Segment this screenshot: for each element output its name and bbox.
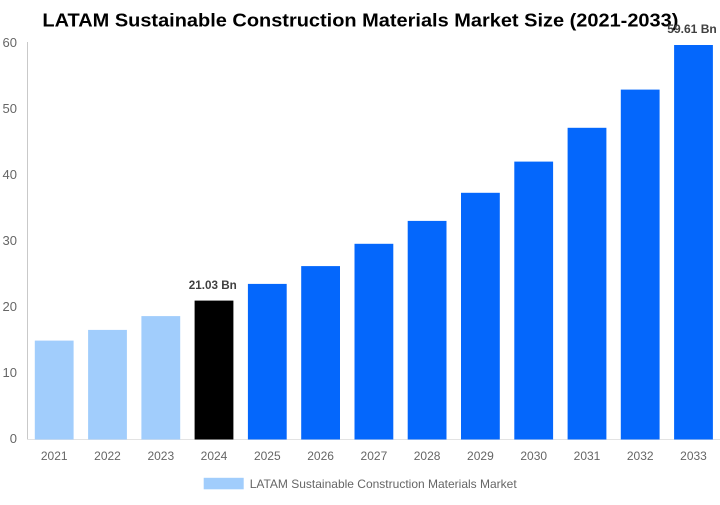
svg-text:10: 10 — [3, 365, 17, 380]
svg-text:21.03 Bn: 21.03 Bn — [189, 280, 237, 292]
svg-text:2026: 2026 — [307, 449, 334, 463]
svg-text:LATAM Sustainable Construction: LATAM Sustainable Construction Materials… — [42, 11, 678, 31]
svg-text:2023: 2023 — [147, 449, 174, 463]
svg-text:2031: 2031 — [574, 449, 601, 463]
svg-text:2024: 2024 — [201, 449, 228, 463]
svg-text:2022: 2022 — [94, 449, 121, 463]
svg-text:2033: 2033 — [680, 449, 707, 463]
svg-text:60: 60 — [3, 35, 17, 50]
svg-text:2027: 2027 — [361, 449, 388, 463]
svg-text:30: 30 — [3, 233, 17, 248]
svg-text:59.61 Bn: 59.61 Bn — [667, 24, 717, 36]
svg-text:LATAM Sustainable Construction: LATAM Sustainable Construction Materials… — [250, 477, 518, 491]
svg-text:2021: 2021 — [41, 449, 68, 463]
svg-text:0: 0 — [10, 431, 17, 446]
svg-text:2025: 2025 — [254, 449, 281, 463]
svg-text:20: 20 — [3, 299, 17, 314]
svg-text:40: 40 — [3, 167, 17, 182]
svg-text:2032: 2032 — [627, 449, 654, 463]
svg-text:2030: 2030 — [520, 449, 547, 463]
svg-text:50: 50 — [3, 101, 17, 116]
svg-text:2028: 2028 — [414, 449, 441, 463]
svg-text:2029: 2029 — [467, 449, 494, 463]
